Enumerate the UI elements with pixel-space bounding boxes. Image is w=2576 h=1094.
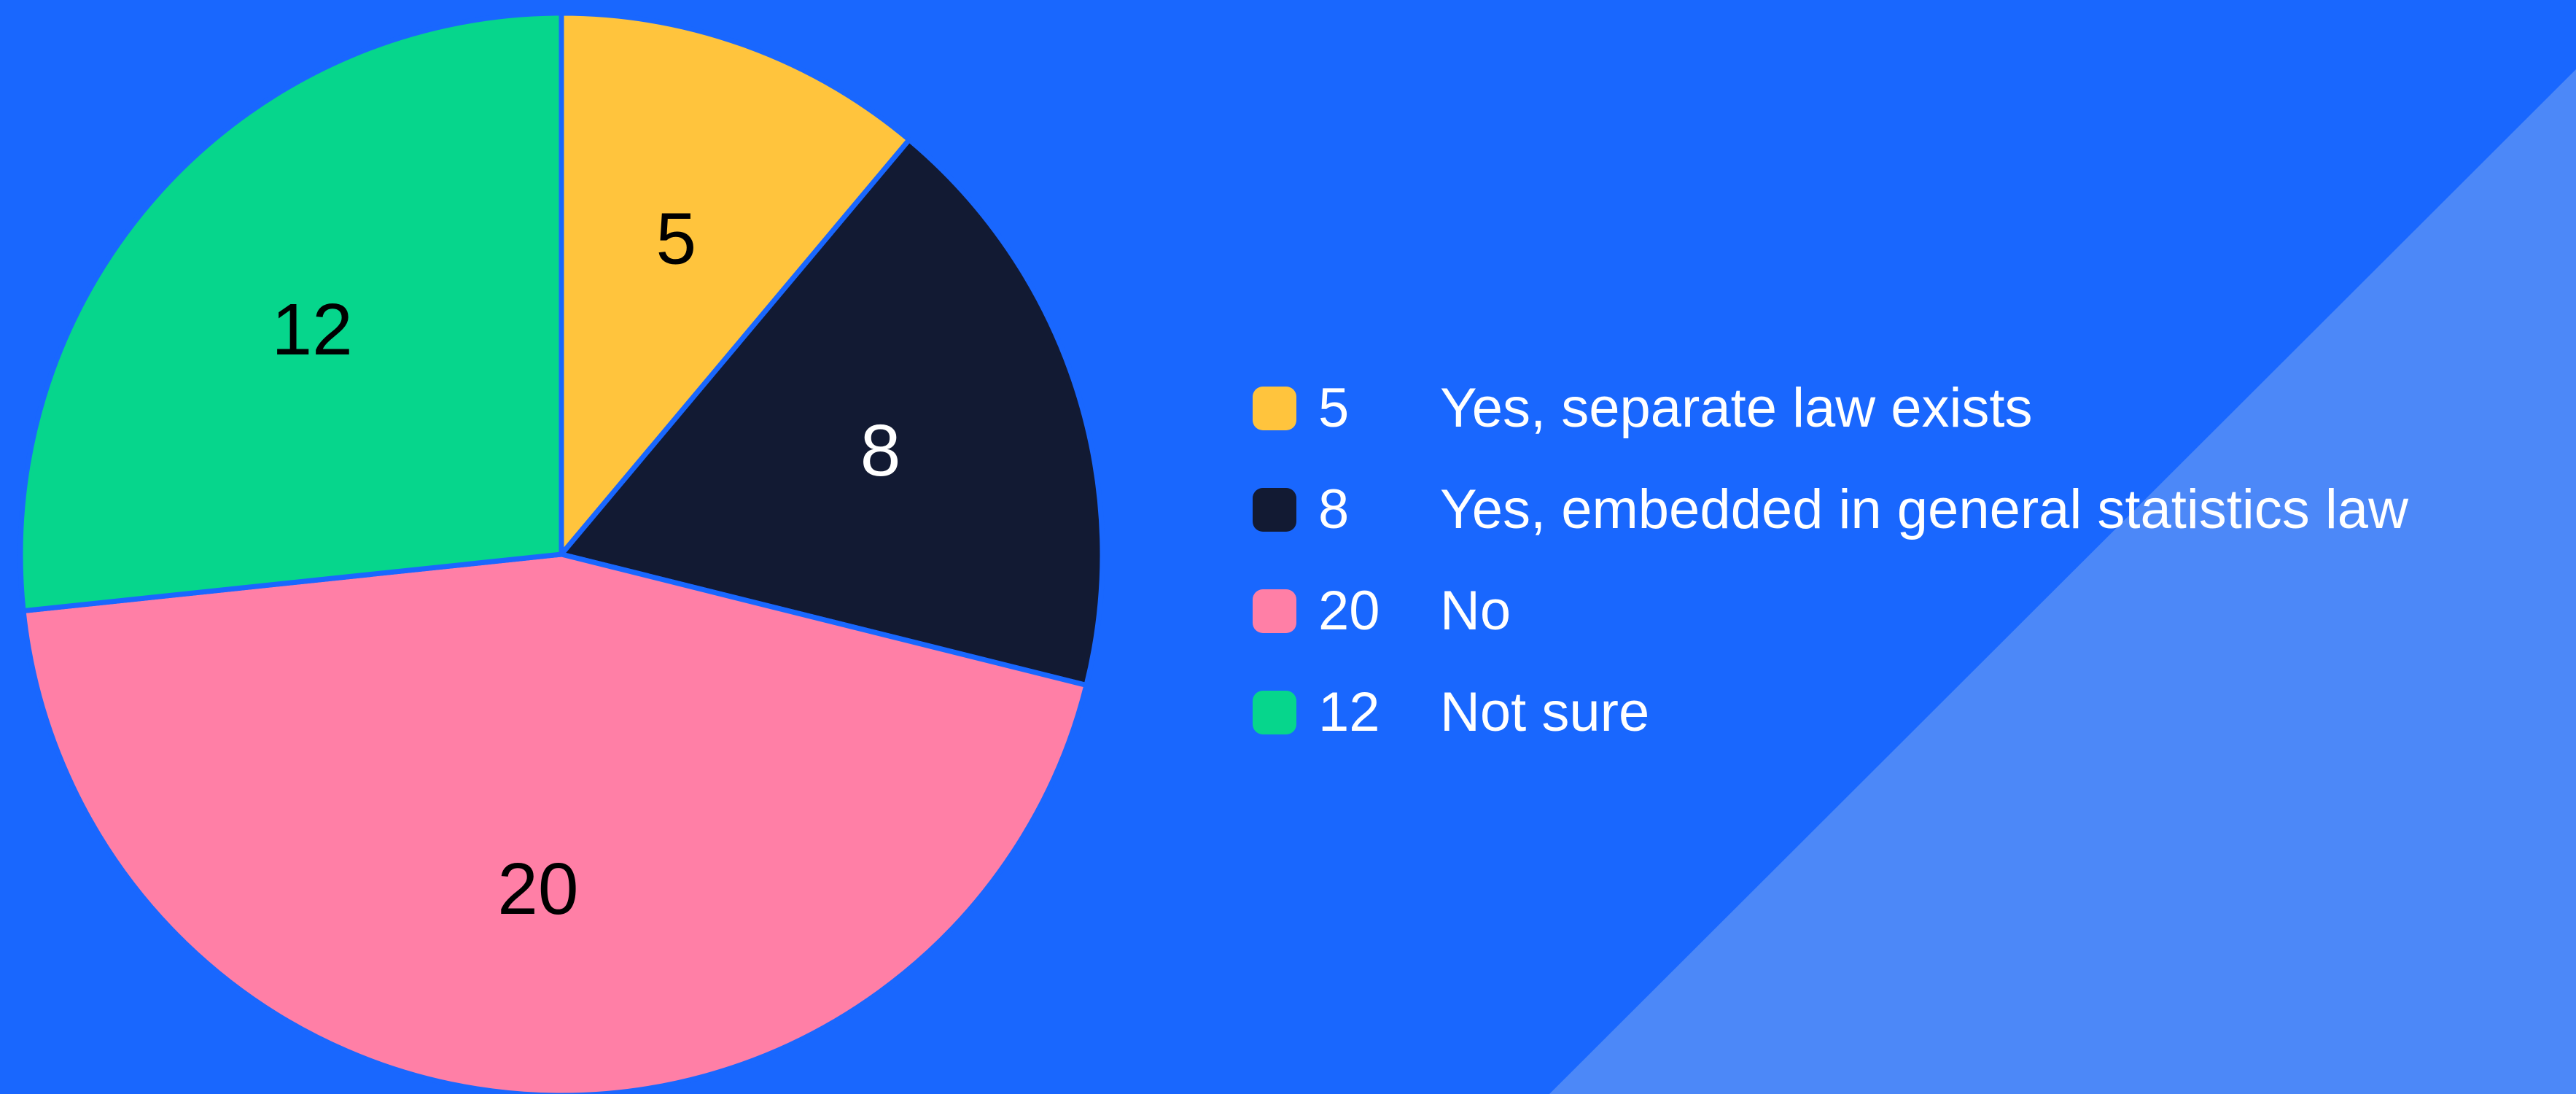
legend-item: 12 Not sure xyxy=(1253,662,2408,763)
pie-slice xyxy=(559,10,912,557)
legend-item: 20 No xyxy=(1253,560,2408,662)
legend-label: Yes, separate law exists xyxy=(1440,377,2033,439)
legend-value: 5 xyxy=(1318,377,1350,439)
legend-swatch xyxy=(1253,690,1296,734)
legend-swatch xyxy=(1253,386,1296,430)
pie-slice-labels: 5 8 20 12 xyxy=(272,198,901,930)
pie-slice-label: 12 xyxy=(272,289,353,371)
legend-value: 20 xyxy=(1318,580,1380,642)
pie-slice xyxy=(559,137,1105,688)
pie-slice-label: 20 xyxy=(497,848,578,930)
legend-label: Not sure xyxy=(1440,681,1650,743)
legend-item: 5 Yes, separate law exists xyxy=(1253,357,2408,459)
pie-chart: 5 8 20 12 xyxy=(17,10,1105,1094)
pie-slices xyxy=(17,10,1105,1094)
chart-legend: 5 Yes, separate law exists 8 Yes, embedd… xyxy=(1253,357,2408,763)
legend-swatch xyxy=(1253,487,1296,532)
pie-slice-label: 5 xyxy=(656,198,697,280)
pie-slice xyxy=(17,10,564,614)
pie-slice xyxy=(20,551,1089,1094)
legend-swatch xyxy=(1253,589,1296,633)
diagonal-accent-shape xyxy=(1549,69,2576,1094)
legend-value: 12 xyxy=(1318,681,1380,743)
pie-slice-label: 8 xyxy=(860,410,901,492)
legend-item: 8 Yes, embedded in general statistics la… xyxy=(1253,459,2408,560)
legend-label: Yes, embedded in general statistics law xyxy=(1440,478,2408,540)
legend-value: 8 xyxy=(1318,478,1350,540)
legend-label: No xyxy=(1440,580,1511,642)
